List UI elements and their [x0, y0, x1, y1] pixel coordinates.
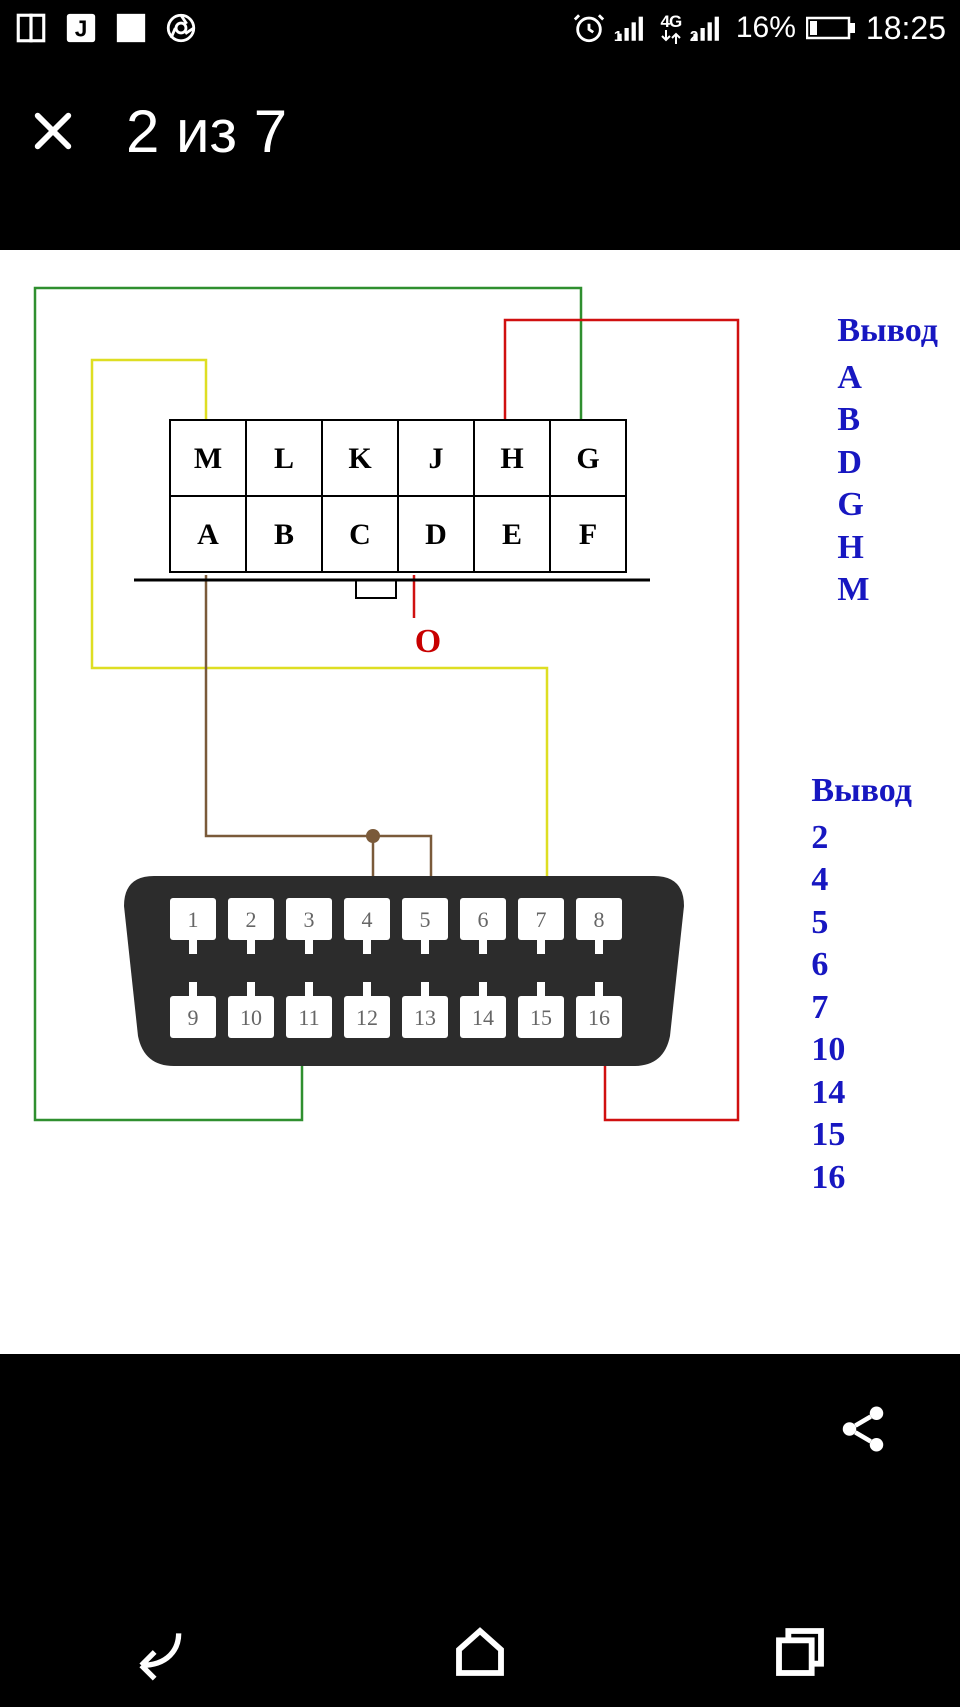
action-bar [0, 1354, 960, 1504]
svg-text:12: 12 [356, 1005, 378, 1030]
svg-text:J: J [75, 16, 88, 42]
spacer [0, 206, 960, 250]
sim1-signal-icon: 1 [616, 13, 650, 43]
legend-item: H [837, 527, 938, 570]
legend-item: 4 [811, 859, 912, 902]
legend-item: 14 [811, 1072, 912, 1115]
legend-item: 7 [811, 987, 912, 1030]
share-icon[interactable] [836, 1402, 890, 1456]
image-viewer[interactable]: MLKJHGABCDEFO12345678910111213141516 Выв… [0, 250, 960, 1354]
home-button[interactable] [430, 1602, 530, 1702]
svg-text:1: 1 [188, 907, 199, 932]
square-icon [114, 11, 148, 45]
svg-text:10: 10 [240, 1005, 262, 1030]
svg-text:K: K [348, 442, 372, 475]
legend-item: 15 [811, 1114, 912, 1157]
legend-item: A [837, 357, 938, 400]
svg-text:H: H [500, 442, 523, 475]
sim2-signal-icon: 2 [692, 13, 726, 43]
svg-text:O: O [415, 623, 441, 660]
legend-item: G [837, 484, 938, 527]
svg-text:6: 6 [478, 907, 489, 932]
svg-text:B: B [274, 518, 294, 551]
navigation-bar [0, 1597, 960, 1707]
svg-text:9: 9 [188, 1005, 199, 1030]
svg-text:14: 14 [472, 1005, 494, 1030]
svg-text:G: G [576, 442, 599, 475]
page-title: 2 из 7 [126, 97, 287, 166]
svg-text:3: 3 [304, 907, 315, 932]
svg-text:4: 4 [362, 907, 373, 932]
back-button[interactable] [110, 1602, 210, 1702]
chrome-icon [164, 11, 198, 45]
svg-text:13: 13 [414, 1005, 436, 1030]
legend-item: M [837, 569, 938, 612]
svg-text:A: A [197, 518, 219, 551]
battery-icon [806, 15, 856, 41]
svg-text:D: D [425, 518, 447, 551]
legend-bottom: Вывод 2456710141516 [811, 770, 912, 1199]
network-label: 4G [661, 13, 682, 30]
legend-item: D [837, 442, 938, 485]
legend-item: 16 [811, 1157, 912, 1200]
svg-text:M: M [194, 442, 222, 475]
alarm-icon [572, 11, 606, 45]
status-bar: J 1 4G 2 16% 18:25 [0, 0, 960, 56]
legend-item: B [837, 399, 938, 442]
svg-text:8: 8 [594, 907, 605, 932]
legend-item: 10 [811, 1029, 912, 1072]
legend-top-header: Вывод [837, 310, 938, 353]
svg-text:5: 5 [420, 907, 431, 932]
battery-percent: 16% [736, 11, 796, 45]
app-bar: 2 из 7 [0, 56, 960, 206]
legend-item: 6 [811, 944, 912, 987]
svg-text:11: 11 [298, 1005, 319, 1030]
svg-text:2: 2 [246, 907, 257, 932]
sim1-label: 1 [614, 28, 622, 45]
status-right: 1 4G 2 16% 18:25 [572, 10, 946, 47]
legend-item: 2 [811, 817, 912, 860]
svg-text:J: J [429, 442, 444, 475]
svg-text:7: 7 [536, 907, 547, 932]
status-left: J [14, 11, 198, 45]
app-j-icon: J [64, 11, 98, 45]
close-icon[interactable] [30, 108, 76, 154]
svg-text:L: L [274, 442, 294, 475]
sim2-label: 2 [690, 28, 698, 45]
svg-text:15: 15 [530, 1005, 552, 1030]
svg-text:F: F [579, 518, 597, 551]
network-4g-icon: 4G [660, 13, 682, 44]
legend-bottom-header: Вывод [811, 770, 912, 813]
multiwindow-icon [14, 11, 48, 45]
legend-top: Вывод ABDGHM [837, 310, 938, 612]
svg-text:16: 16 [588, 1005, 610, 1030]
svg-text:E: E [502, 518, 522, 551]
svg-text:C: C [349, 518, 371, 551]
legend-item: 5 [811, 902, 912, 945]
clock: 18:25 [866, 10, 946, 47]
recents-button[interactable] [750, 1602, 850, 1702]
